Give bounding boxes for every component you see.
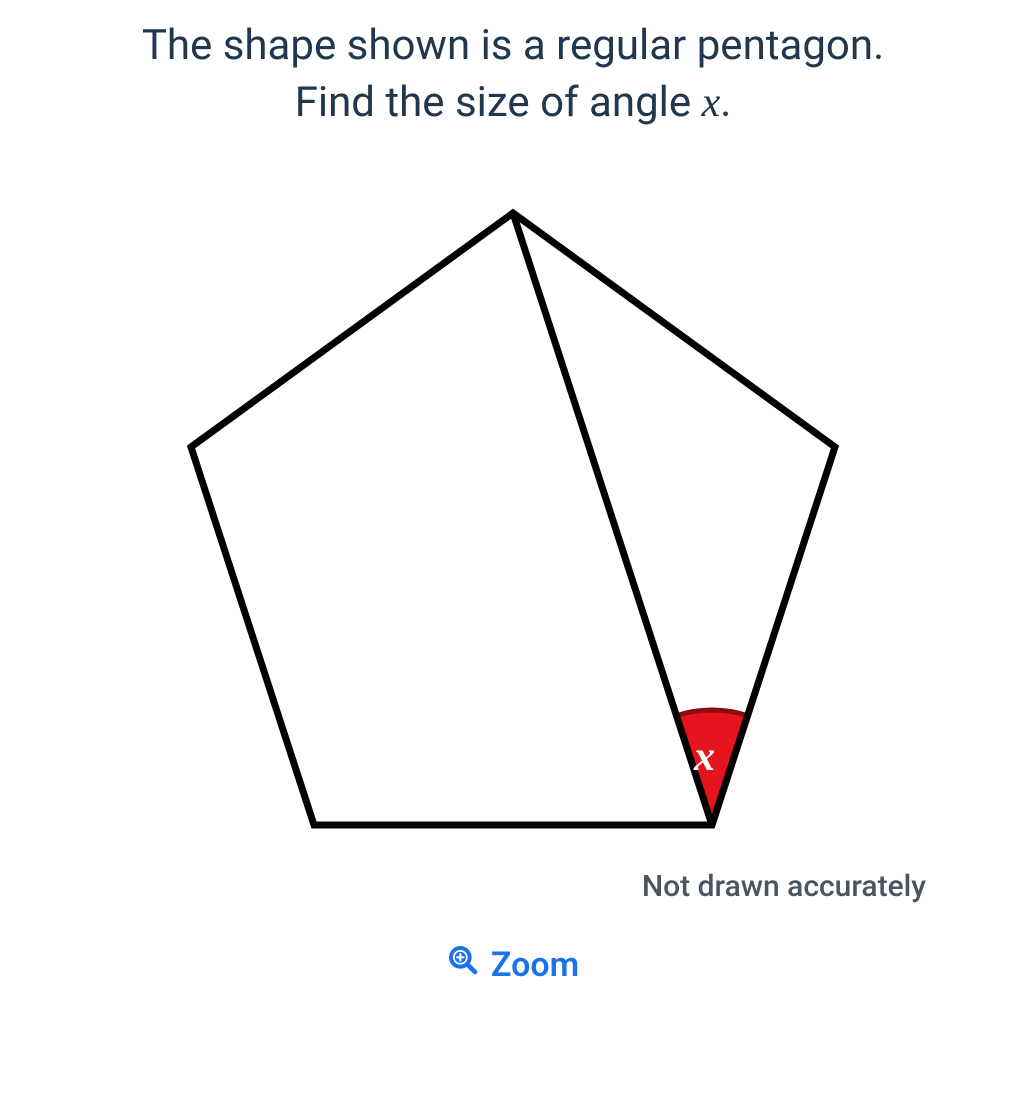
pentagon-diagram	[153, 181, 873, 861]
question-text: The shape shown is a regular pentagon. F…	[0, 0, 1026, 131]
diagram-container: x	[153, 181, 873, 861]
question-line2-prefix: Find the size of angle	[295, 78, 702, 127]
question-variable: x	[702, 80, 721, 126]
question-line1: The shape shown is a regular pentagon.	[142, 21, 884, 70]
figure-area: x Not drawn accurately Zoom	[0, 181, 1026, 985]
zoom-label: Zoom	[491, 945, 579, 985]
zoom-button[interactable]: Zoom	[447, 944, 579, 985]
magnifier-plus-icon	[447, 944, 479, 985]
question-line2-suffix: .	[720, 78, 731, 127]
angle-label: x	[694, 733, 715, 781]
figure-caption: Not drawn accurately	[642, 869, 926, 904]
